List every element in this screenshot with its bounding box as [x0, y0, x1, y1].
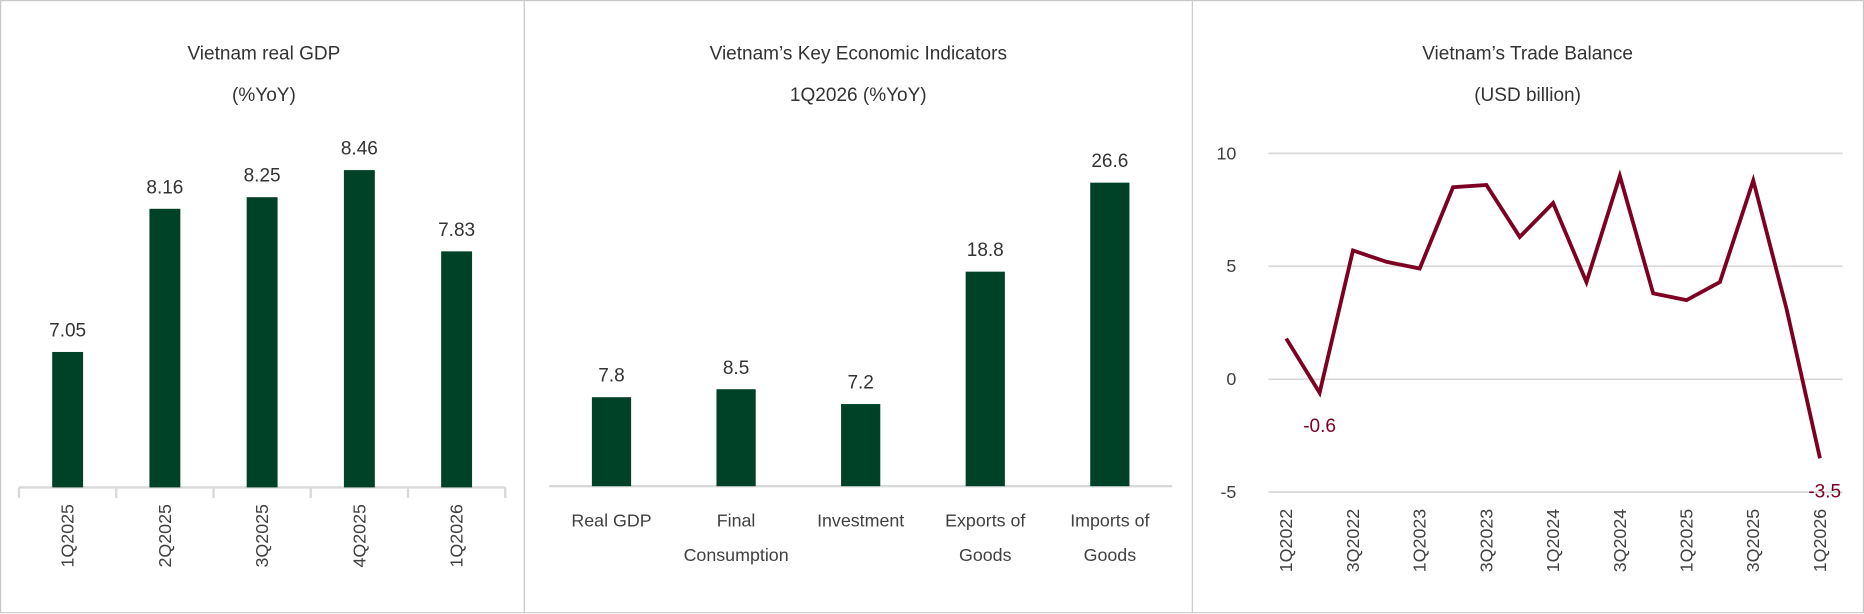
- x-tick-label: 1Q2025: [58, 504, 78, 568]
- trade-chart-subtitle: (USD billion): [1474, 85, 1581, 106]
- data-label: 7.05: [49, 321, 86, 342]
- bar: [149, 208, 181, 488]
- y-tick-label: -5: [1220, 482, 1236, 502]
- y-tick-label: 10: [1216, 143, 1236, 163]
- data-label: 7.8: [598, 366, 624, 387]
- gdp-chart-title: Vietnam real GDP: [187, 43, 340, 64]
- bar: [716, 389, 756, 487]
- data-label: 8.46: [341, 139, 378, 160]
- x-tick-label: 3Q2024: [1610, 509, 1630, 573]
- y-tick-label: 0: [1226, 369, 1236, 389]
- x-tick-label: Goods: [1084, 545, 1137, 565]
- data-label: 18.8: [967, 240, 1004, 261]
- bar: [1090, 182, 1130, 487]
- data-label: 7.2: [847, 373, 873, 394]
- x-tick-label: 3Q2022: [1343, 509, 1363, 573]
- x-tick-label: 1Q2026: [447, 504, 467, 568]
- data-label: 26.6: [1091, 151, 1128, 172]
- data-label: 8.25: [244, 166, 281, 187]
- bar: [591, 397, 632, 487]
- x-tick-label: 2Q2025: [155, 504, 175, 568]
- x-tick-label: Real GDP: [571, 511, 651, 531]
- x-tick-label: 1Q2023: [1410, 509, 1430, 573]
- x-tick-label: 3Q2023: [1476, 509, 1496, 573]
- bar: [343, 170, 375, 488]
- indicators-chart-subtitle: 1Q2026 (%YoY): [790, 85, 927, 106]
- data-label: -0.6: [1303, 416, 1336, 437]
- x-tick-label: 1Q2022: [1276, 509, 1296, 573]
- bar: [52, 351, 84, 488]
- bar: [246, 197, 278, 488]
- x-tick-label: Final: [717, 511, 756, 531]
- x-tick-label: Exports of: [945, 511, 1025, 531]
- x-tick-label: Consumption: [684, 545, 789, 565]
- x-tick-label: 1Q2025: [1676, 509, 1696, 573]
- data-label: 7.83: [438, 220, 475, 241]
- data-label: 8.5: [723, 358, 749, 379]
- bar: [965, 271, 1005, 487]
- gdp-chart-subtitle: (%YoY): [232, 85, 296, 106]
- x-tick-label: Imports of: [1070, 511, 1149, 531]
- indicators-chart-title: Vietnam’s Key Economic Indicators: [710, 43, 1007, 64]
- x-tick-label: Investment: [817, 511, 904, 531]
- bar: [441, 251, 473, 488]
- bar: [841, 404, 881, 487]
- x-tick-label: 3Q2025: [252, 504, 272, 568]
- trade-chart-title: Vietnam’s Trade Balance: [1422, 43, 1633, 64]
- x-tick-label: Goods: [959, 545, 1012, 565]
- x-tick-label: 3Q2025: [1743, 509, 1763, 573]
- x-tick-label: 1Q2024: [1543, 509, 1563, 573]
- data-label: 8.16: [146, 177, 183, 198]
- x-tick-label: 1Q2026: [1810, 509, 1830, 573]
- y-tick-label: 5: [1226, 256, 1236, 276]
- trade-balance-line: [1284, 169, 1822, 459]
- data-label: -3.5: [1808, 482, 1841, 503]
- x-tick-label: 4Q2025: [349, 504, 369, 568]
